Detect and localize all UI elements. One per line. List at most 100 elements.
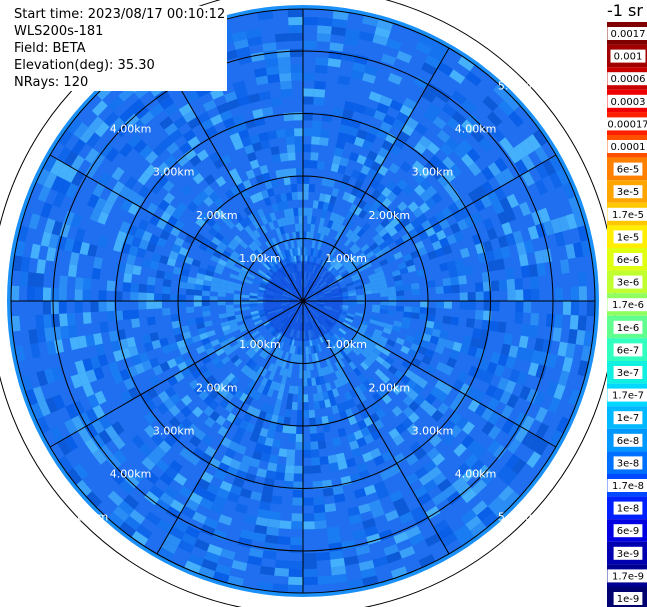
field-cell <box>419 399 432 412</box>
field-cell <box>363 157 375 169</box>
field-cell <box>333 213 341 223</box>
field-cell <box>215 245 225 255</box>
field-cell <box>224 262 234 270</box>
field-cell <box>383 114 396 126</box>
field-cell <box>378 283 388 289</box>
field-cell <box>432 472 447 486</box>
field-cell <box>334 147 344 158</box>
field-cell <box>303 191 309 200</box>
field-cell <box>244 225 253 235</box>
field-cell <box>235 258 245 267</box>
field-cell <box>322 391 330 401</box>
field-cell <box>352 275 361 282</box>
field-cell <box>318 193 326 202</box>
field-cell <box>278 448 288 458</box>
field-cell <box>360 164 371 176</box>
field-cell <box>475 291 484 301</box>
field-cell <box>85 334 96 347</box>
field-cell <box>294 223 300 232</box>
field-cell <box>315 64 328 74</box>
field-cell <box>303 410 310 419</box>
field-cell <box>414 184 426 196</box>
field-cell <box>441 103 457 118</box>
field-cell <box>233 38 249 50</box>
field-cell <box>381 197 393 208</box>
field-cell <box>314 352 319 362</box>
field-cell <box>459 247 470 259</box>
field-cell <box>307 207 313 216</box>
field-cell <box>331 187 340 198</box>
field-cell <box>315 233 321 242</box>
field-cell <box>381 139 394 152</box>
field-cell <box>362 379 372 390</box>
field-cell <box>381 450 394 463</box>
field-cell <box>36 259 46 274</box>
field-cell <box>291 191 298 201</box>
field-cell <box>340 257 349 266</box>
field-cell <box>404 369 415 380</box>
field-cell <box>278 234 284 244</box>
field-cell <box>508 369 521 383</box>
field-cell <box>426 142 440 155</box>
field-cell <box>144 164 157 178</box>
field-cell <box>294 247 299 256</box>
field-cell <box>345 229 354 239</box>
field-cell <box>162 180 175 193</box>
field-cell <box>37 399 51 417</box>
field-cell <box>192 195 204 207</box>
field-cell <box>251 352 260 362</box>
field-cell <box>122 282 132 292</box>
field-cell <box>580 240 592 257</box>
field-cell <box>259 565 275 576</box>
field-cell <box>455 416 469 430</box>
field-cell <box>356 294 365 299</box>
field-cell <box>158 440 172 454</box>
field-cell <box>337 377 346 387</box>
field-cell <box>329 346 337 355</box>
field-cell <box>324 365 331 375</box>
field-cell <box>138 292 147 301</box>
field-cell <box>303 72 315 81</box>
field-cell <box>203 517 219 530</box>
field-cell <box>119 368 131 381</box>
field-cell <box>294 136 303 145</box>
field-cell <box>371 288 381 294</box>
field-cell <box>408 412 420 424</box>
field-cell <box>291 72 303 81</box>
field-cell <box>471 233 483 246</box>
instrument-label: WLS200s-181 <box>12 23 228 40</box>
field-cell <box>201 301 210 307</box>
field-cell <box>350 169 361 180</box>
field-cell <box>426 314 436 322</box>
field-cell <box>352 347 361 356</box>
field-cell <box>303 16 318 26</box>
field-cell <box>435 301 445 309</box>
field-cell <box>329 42 344 52</box>
field-cell <box>391 206 402 218</box>
field-cell <box>145 150 159 165</box>
field-cell <box>187 553 205 567</box>
field-cell <box>125 189 139 203</box>
field-cell <box>287 152 296 161</box>
field-cell <box>343 555 359 566</box>
field-cell <box>498 279 508 291</box>
field-cell <box>120 390 133 404</box>
field-cell <box>208 389 220 400</box>
field-cell <box>255 334 264 343</box>
field-cell <box>410 218 422 229</box>
colorbar-label: 3e-7 <box>617 368 640 379</box>
field-cell <box>231 343 241 352</box>
field-cell <box>435 286 444 294</box>
field-cell <box>263 542 278 552</box>
field-cell <box>30 243 41 259</box>
field-cell <box>481 407 494 422</box>
field-cell <box>318 400 326 409</box>
field-cell <box>317 440 327 450</box>
field-cell <box>498 485 515 502</box>
field-cell <box>384 222 395 233</box>
field-cell <box>180 406 192 418</box>
field-cell <box>364 132 377 144</box>
field-cell <box>419 339 430 349</box>
field-cell <box>419 178 432 191</box>
field-cell <box>491 301 500 312</box>
